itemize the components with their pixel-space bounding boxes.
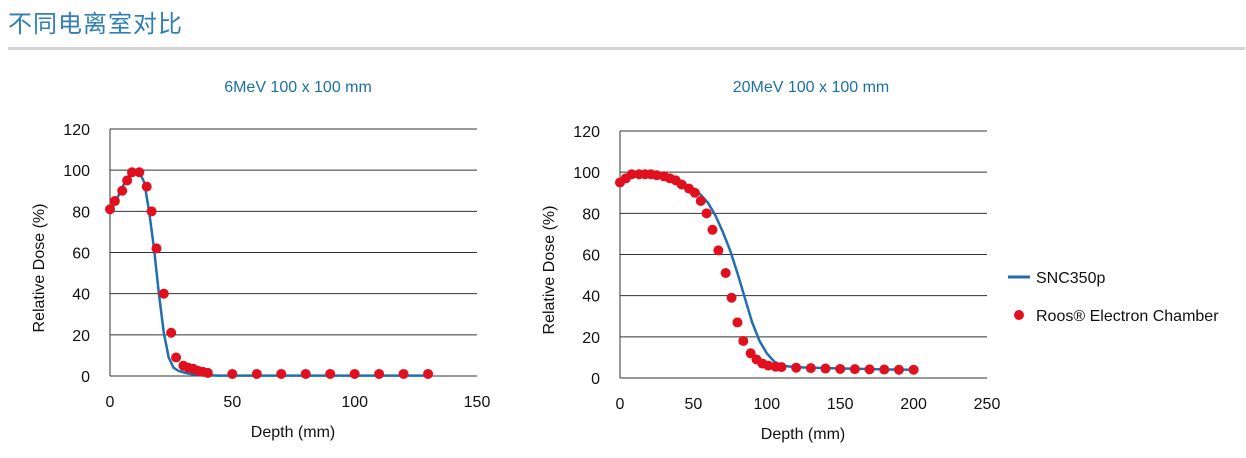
data-point-roos bbox=[202, 367, 213, 378]
data-point-roos bbox=[676, 179, 687, 190]
data-point-roos bbox=[251, 368, 262, 379]
x-tick-label: 50 bbox=[223, 394, 241, 411]
legend: SNC350p Roos® Electron Chamber bbox=[1008, 270, 1219, 325]
y-tick-label: 0 bbox=[591, 371, 600, 388]
data-point-roos bbox=[276, 368, 287, 379]
data-point-roos bbox=[713, 245, 724, 256]
y-tick-label: 80 bbox=[582, 206, 600, 223]
data-point-roos bbox=[134, 167, 145, 178]
x-tick-labels: 0 50 100 150 200 250 bbox=[616, 396, 1001, 413]
data-point-roos bbox=[732, 317, 743, 328]
y-tick-label: 100 bbox=[573, 165, 600, 182]
data-point-roos bbox=[151, 243, 162, 254]
data-point-roos bbox=[689, 187, 700, 198]
x-tick-label: 250 bbox=[974, 396, 1001, 413]
data-point-roos bbox=[423, 368, 434, 379]
y-axis-label: Relative Dose (%) bbox=[541, 206, 558, 335]
data-point-roos bbox=[738, 335, 749, 346]
gridlines bbox=[619, 130, 987, 379]
data-point-roos bbox=[122, 175, 133, 186]
y-tick-label: 40 bbox=[582, 289, 600, 306]
plot-area bbox=[615, 169, 919, 375]
data-point-roos bbox=[300, 368, 311, 379]
data-point-roos bbox=[166, 327, 177, 338]
data-point-roos bbox=[158, 288, 169, 299]
y-tick-label: 40 bbox=[72, 287, 90, 304]
data-point-roos bbox=[227, 368, 238, 379]
x-tick-label: 50 bbox=[685, 396, 703, 413]
data-point-roos bbox=[726, 292, 737, 303]
y-tick-labels: 0 20 40 60 80 100 120 bbox=[63, 122, 90, 386]
x-axis-label: Depth (mm) bbox=[761, 426, 845, 443]
data-point-roos bbox=[651, 170, 662, 181]
series-line-snc350p bbox=[108, 170, 429, 377]
y-tick-label: 120 bbox=[63, 122, 90, 139]
data-point-roos bbox=[105, 204, 115, 215]
data-point-roos bbox=[398, 368, 409, 379]
chart-title: 6MeV 100 x 100 mm bbox=[224, 79, 372, 96]
y-tick-label: 100 bbox=[63, 163, 90, 180]
data-point-roos bbox=[835, 363, 846, 374]
x-tick-label: 0 bbox=[616, 396, 625, 413]
data-point-roos bbox=[893, 364, 904, 375]
y-axis-label: Relative Dose (%) bbox=[31, 204, 48, 333]
data-point-roos bbox=[695, 195, 706, 206]
y-tick-labels: 0 20 40 60 80 100 120 bbox=[573, 124, 600, 388]
y-tick-label: 0 bbox=[81, 369, 90, 386]
y-tick-label: 80 bbox=[72, 204, 90, 221]
chart-title: 20MeV 100 x 100 mm bbox=[733, 79, 890, 96]
data-point-roos bbox=[349, 368, 360, 379]
data-point-roos bbox=[908, 364, 919, 375]
y-tick-label: 20 bbox=[582, 330, 600, 347]
y-tick-label: 120 bbox=[573, 124, 600, 141]
x-tick-label: 0 bbox=[106, 394, 115, 411]
series-line-snc350p bbox=[619, 171, 914, 372]
x-tick-label: 100 bbox=[753, 396, 780, 413]
title-divider bbox=[8, 47, 1245, 50]
chart-6mev: 6MeV 100 x 100 mm 0 20 40 60 80 100 120 0 50 100… bbox=[31, 79, 490, 441]
data-point-roos bbox=[325, 368, 336, 379]
data-point-roos bbox=[626, 169, 637, 180]
data-point-roos bbox=[146, 206, 157, 217]
data-point-roos bbox=[171, 352, 182, 363]
data-point-roos bbox=[720, 268, 731, 279]
data-point-roos bbox=[849, 364, 860, 375]
page-title: 不同电离室对比 bbox=[8, 10, 183, 38]
data-point-roos bbox=[707, 224, 718, 235]
x-tick-label: 200 bbox=[900, 396, 927, 413]
data-point-roos bbox=[109, 196, 120, 207]
data-point-roos bbox=[864, 364, 875, 375]
legend-dot-label: Roos® Electron Chamber bbox=[1036, 308, 1219, 325]
x-tick-label: 150 bbox=[827, 396, 854, 413]
y-tick-label: 60 bbox=[582, 248, 600, 265]
data-point-roos bbox=[374, 368, 385, 379]
data-point-roos bbox=[117, 185, 128, 196]
data-point-roos bbox=[763, 360, 774, 371]
legend-dot-swatch bbox=[1014, 310, 1024, 320]
y-tick-label: 60 bbox=[72, 246, 90, 263]
chart-20mev: 20MeV 100 x 100 mm 0 20 40 60 80 100 120 0 50 10… bbox=[541, 79, 1000, 443]
data-point-roos bbox=[820, 363, 831, 374]
data-point-roos bbox=[776, 362, 787, 373]
data-point-roos bbox=[791, 362, 802, 373]
data-point-roos bbox=[141, 181, 152, 192]
x-axis-label: Depth (mm) bbox=[251, 424, 335, 441]
data-point-roos bbox=[879, 364, 890, 375]
x-tick-label: 150 bbox=[464, 394, 491, 411]
legend-line-label: SNC350p bbox=[1036, 270, 1105, 287]
data-point-roos bbox=[127, 167, 138, 178]
x-tick-labels: 0 50 100 150 bbox=[106, 394, 491, 411]
x-tick-label: 100 bbox=[341, 394, 368, 411]
data-point-roos bbox=[701, 208, 712, 219]
y-tick-label: 20 bbox=[72, 328, 90, 345]
data-point-roos bbox=[805, 363, 816, 374]
plot-area bbox=[105, 167, 434, 379]
